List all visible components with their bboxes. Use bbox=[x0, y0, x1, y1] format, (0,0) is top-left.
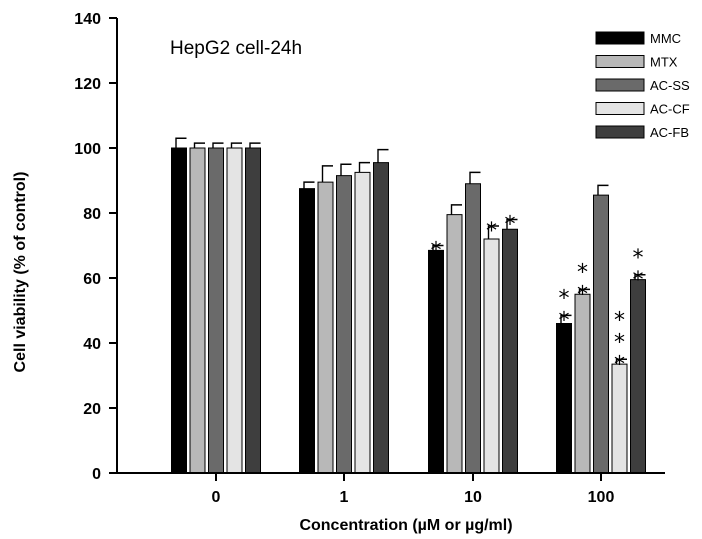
y-tick-label: 20 bbox=[83, 401, 101, 418]
significance-star: * bbox=[614, 330, 625, 355]
error-bar-ac-ss-1 bbox=[340, 163, 352, 176]
significance-star: * bbox=[614, 308, 625, 333]
error-bar-mmc-100 bbox=[560, 314, 572, 324]
error-bar-mtx-0 bbox=[193, 142, 205, 148]
bar-ac-fb-0 bbox=[245, 147, 261, 474]
y-axis-title: Cell viability (% of control) bbox=[12, 172, 29, 373]
error-bar-mmc-1 bbox=[303, 181, 315, 189]
significance-stars-layer: *** ********* bbox=[431, 213, 644, 378]
bar-ac-ss-1 bbox=[336, 175, 352, 474]
legend-swatch-ac-fb bbox=[595, 125, 645, 139]
bar-ac-fb-100 bbox=[630, 279, 646, 474]
bar-ac-ss-10 bbox=[465, 183, 481, 474]
error-bar-mmc-10 bbox=[432, 244, 444, 251]
x-tick-label: 100 bbox=[588, 489, 615, 506]
legend-label-mmc: MMC bbox=[650, 31, 681, 46]
legend-label-ac-fb: AC-FB bbox=[650, 125, 689, 140]
error-bar-ac-cf-0 bbox=[230, 142, 242, 148]
legend-label-ac-ss: AC-SS bbox=[650, 78, 690, 93]
bar-ac-cf-10 bbox=[483, 238, 500, 474]
significance-star: * bbox=[486, 219, 497, 244]
error-bar-ac-fb-100 bbox=[634, 274, 646, 280]
bar-mtx-10 bbox=[446, 214, 463, 474]
y-tick-label: 80 bbox=[83, 206, 101, 223]
error-bar-mmc-0 bbox=[175, 137, 187, 148]
significance-star: * bbox=[431, 239, 442, 264]
significance-star: * bbox=[633, 268, 644, 293]
y-tick-label: 0 bbox=[92, 466, 101, 483]
y-tick-label: 100 bbox=[74, 141, 101, 158]
bar-mmc-0 bbox=[171, 147, 187, 474]
error-bar-ac-cf-100 bbox=[615, 358, 627, 365]
x-tick-label: 0 bbox=[212, 489, 221, 506]
error-bars-layer bbox=[175, 137, 646, 365]
bar-ac-fb-1 bbox=[373, 162, 389, 474]
ticks-layer: 0 20 40 60 80 100 120 140 0 1 10 100 bbox=[74, 11, 614, 506]
significance-star: * bbox=[559, 286, 570, 311]
bar-mtx-1 bbox=[317, 181, 334, 474]
bar-mmc-100 bbox=[556, 323, 572, 474]
error-bar-ac-ss-0 bbox=[212, 142, 224, 148]
y-tick-label: 140 bbox=[74, 11, 101, 28]
error-bar-ac-fb-10 bbox=[506, 218, 518, 230]
bar-ac-ss-100 bbox=[593, 194, 609, 474]
legend-swatch-mtx bbox=[595, 55, 645, 68]
x-axis-title: Concentration (µM or µg/ml) bbox=[299, 517, 512, 534]
significance-star: * bbox=[633, 246, 644, 271]
significance-star: * bbox=[614, 352, 625, 377]
y-tick-label: 60 bbox=[83, 271, 101, 288]
legend-label-mtx: MTX bbox=[650, 55, 678, 70]
y-tick-label: 40 bbox=[83, 336, 101, 353]
bar-ac-cf-1 bbox=[354, 171, 371, 474]
error-bar-ac-cf-10 bbox=[487, 225, 499, 239]
y-tick-label: 120 bbox=[74, 76, 101, 93]
significance-star: * bbox=[505, 213, 516, 238]
bar-mtx-100 bbox=[574, 293, 591, 474]
bar-ac-fb-10 bbox=[502, 228, 518, 474]
error-bar-ac-fb-0 bbox=[249, 142, 261, 148]
x-tick-label: 10 bbox=[464, 489, 482, 506]
error-bar-mtx-10 bbox=[450, 204, 462, 215]
error-bar-mtx-1 bbox=[321, 165, 333, 183]
chart-annotation: HepG2 cell-24h bbox=[170, 38, 302, 59]
significance-star: * bbox=[577, 260, 588, 285]
legend: MMC MTX AC-SS AC-CF AC-FB bbox=[595, 31, 690, 140]
bar-ac-ss-0 bbox=[208, 147, 224, 474]
error-bar-ac-fb-1 bbox=[377, 148, 389, 163]
significance-star: * bbox=[577, 282, 588, 307]
error-bar-mtx-100 bbox=[578, 288, 590, 295]
error-bar-ac-cf-1 bbox=[358, 161, 370, 173]
error-bar-ac-ss-100 bbox=[597, 184, 609, 196]
legend-swatch-mmc bbox=[595, 31, 645, 45]
bar-mmc-10 bbox=[428, 249, 444, 474]
x-tick-label: 1 bbox=[340, 489, 349, 506]
legend-swatch-ac-cf bbox=[595, 102, 645, 115]
error-bar-ac-ss-10 bbox=[469, 171, 481, 184]
bar-mtx-0 bbox=[189, 147, 206, 474]
bar-mmc-1 bbox=[299, 188, 315, 474]
bar-ac-cf-0 bbox=[226, 147, 243, 474]
bar-ac-cf-100 bbox=[611, 363, 628, 474]
significance-star: * bbox=[559, 308, 570, 333]
axes-layer bbox=[116, 18, 665, 474]
legend-label-ac-cf: AC-CF bbox=[650, 102, 690, 117]
bars-layer bbox=[171, 147, 646, 474]
legend-swatch-ac-ss bbox=[595, 78, 645, 92]
